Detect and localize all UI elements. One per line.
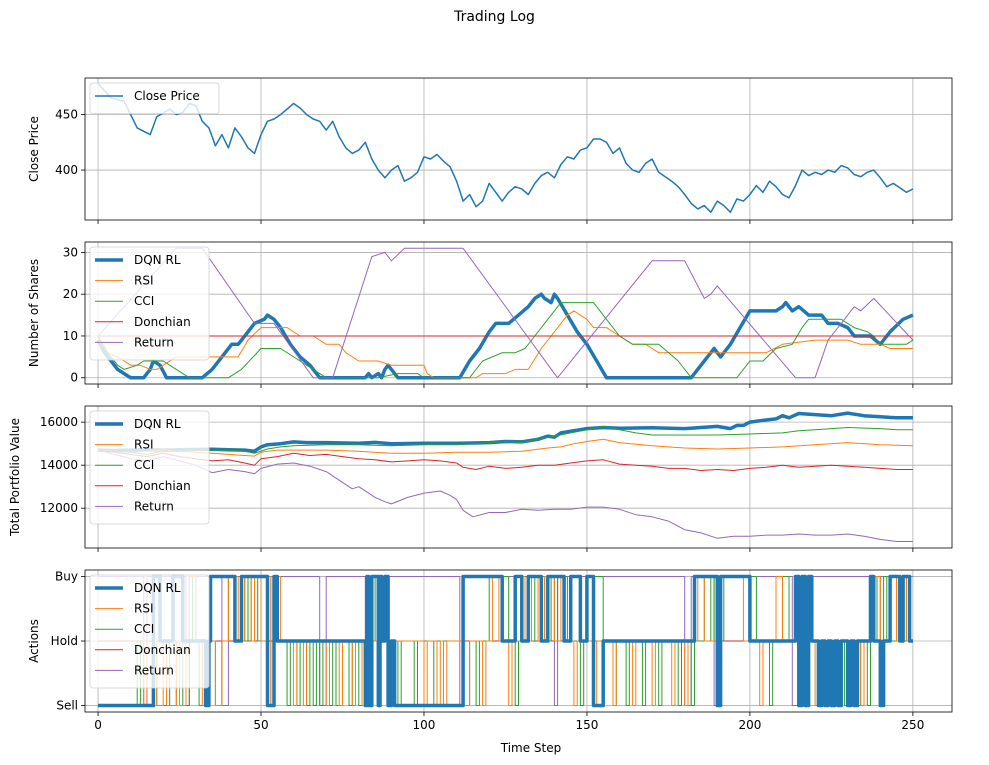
series-line-dqn-rl: [96, 292, 914, 380]
y-axis-label: Total Portfolio Value: [8, 418, 22, 537]
axes-frame: [84, 77, 953, 221]
legend-label: Return: [134, 335, 174, 349]
legend-label: CCI: [134, 622, 154, 636]
y-tick-label: 0: [70, 371, 78, 385]
x-tick-label: 150: [575, 718, 598, 732]
axes-frame: [84, 241, 953, 385]
legend-label: Return: [134, 499, 174, 513]
panel-shares: 0 10 20 30 Number of Shares DQN RL RSI CCI Donch…: [27, 241, 953, 388]
legend-frame: [89, 246, 210, 361]
series-line-cci: [97, 302, 914, 379]
y-tick-label: 20: [63, 287, 78, 301]
legend: Close Price: [89, 82, 220, 115]
x-tick-label: 200: [738, 718, 761, 732]
legend-label: Donchian: [134, 315, 191, 329]
series-line-return: [97, 247, 914, 379]
x-tick-label: 50: [253, 718, 268, 732]
legend-label: Donchian: [134, 479, 191, 493]
legend-label: DQN RL: [134, 417, 181, 431]
legend-label: CCI: [134, 458, 154, 472]
x-axis-label: Time Step: [500, 741, 562, 755]
y-tick-label: Buy: [55, 569, 78, 583]
panel-price: 400 450 Close Price Close Price: [27, 77, 953, 224]
legend-label: RSI: [134, 602, 154, 616]
series-line-cci: [98, 425, 913, 455]
subplot-panels: 400 450 Close Price Close Price 0 10 20 30 Numbe…: [8, 77, 953, 732]
y-tick-label: 400: [55, 163, 78, 177]
y-tick-label: Hold: [51, 634, 78, 648]
y-axis-label: Number of Shares: [27, 259, 41, 367]
x-tick-label: 250: [901, 718, 924, 732]
legend-label: DQN RL: [134, 253, 181, 267]
y-tick-label: 14000: [40, 458, 78, 472]
legend: DQN RL RSI CCI Donchian Return: [89, 246, 210, 361]
legend-label: Return: [134, 663, 174, 677]
legend-label: RSI: [134, 438, 154, 452]
legend-frame: [89, 82, 220, 115]
y-tick-label: 16000: [40, 415, 78, 429]
axes-frame: [84, 405, 953, 549]
figure-title: Trading Log: [453, 9, 535, 25]
legend: DQN RL RSI CCI Donchian Return: [89, 574, 210, 689]
y-axis-label: Close Price: [27, 116, 41, 182]
legend-frame: [89, 410, 210, 525]
legend-label: Donchian: [134, 643, 191, 657]
legend-frame: [89, 574, 210, 689]
series-line-close-price: [97, 82, 914, 213]
panel-actions: 0 50 100 150 200 250 Sell Hold Buy Actions DQN RL R…: [27, 569, 953, 732]
series-line-donchian: [97, 449, 913, 471]
y-tick-label: 450: [55, 108, 78, 122]
y-tick-label: 12000: [40, 501, 78, 515]
series-line-dqn-rl: [98, 574, 913, 708]
series-line-dqn-rl: [97, 411, 913, 453]
y-tick-label: 10: [63, 329, 78, 343]
legend-label: CCI: [134, 294, 154, 308]
x-tick-label: 0: [94, 718, 102, 732]
legend-label: DQN RL: [134, 581, 181, 595]
y-tick-label: Sell: [56, 699, 78, 713]
panel-portfolio: 12000 14000 16000 Total Portfolio Value DQN …: [8, 405, 953, 552]
series-line-return: [97, 449, 913, 542]
legend: DQN RL RSI CCI Donchian Return: [89, 410, 210, 525]
x-tick-label: 100: [413, 718, 436, 732]
legend-label: RSI: [134, 274, 154, 288]
legend-label: Close Price: [134, 89, 200, 103]
y-axis-label: Actions: [27, 619, 41, 663]
y-tick-label: 30: [63, 245, 78, 259]
